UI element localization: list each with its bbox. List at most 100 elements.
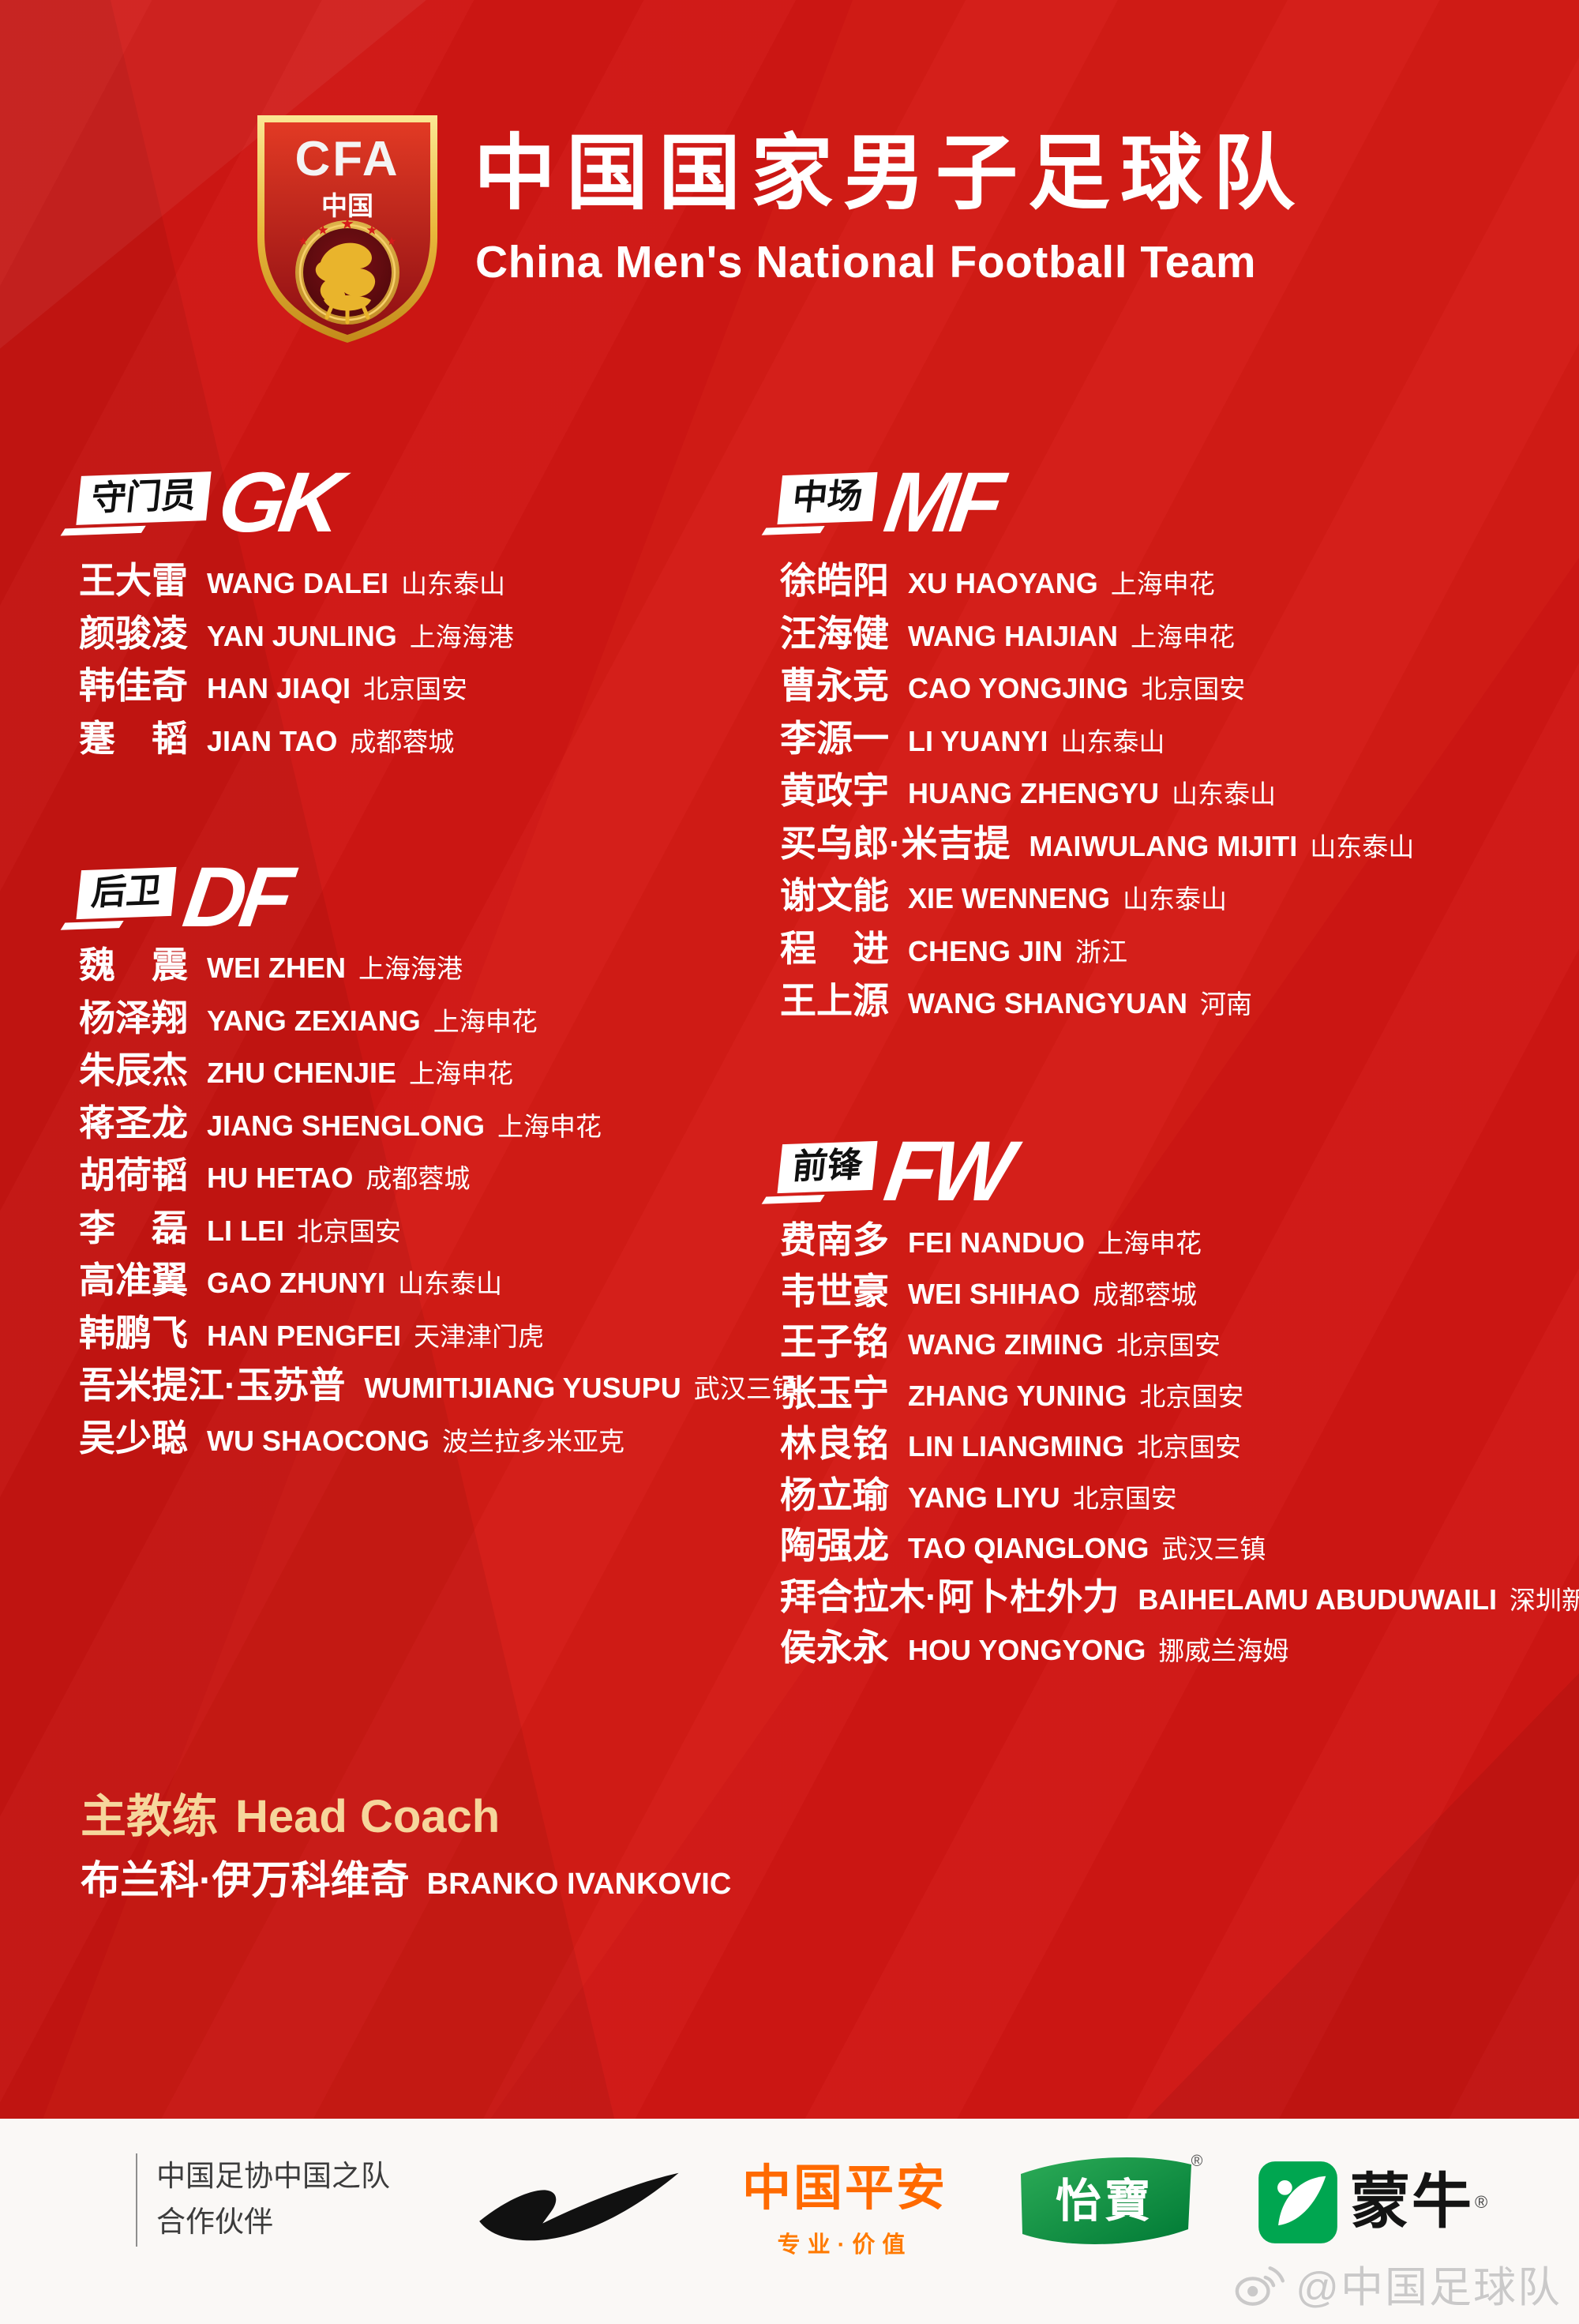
player-club: 武汉三镇	[693, 1374, 798, 1403]
player-name-en: YANG ZEXIANG	[207, 1004, 421, 1037]
section-header-fw: 前锋 FW	[777, 1123, 1014, 1218]
player-name-en: LIN LIANGMING	[908, 1430, 1124, 1462]
player-name-en: CHENG JIN	[908, 934, 1063, 967]
player-club: 山东泰山	[401, 569, 505, 599]
mf-player-list: 徐皓阳 XU HAOYANG 上海申花 汪海健 WANG HAIJIAN 上海申花 曹永…	[780, 554, 1414, 1027]
section-abbr: FW	[879, 1123, 1015, 1218]
weibo-watermark: @中国足球队	[1228, 2252, 1562, 2315]
player-name-cn: 侯永永	[780, 1627, 889, 1668]
partner-line2: 合作伙伴	[156, 2206, 273, 2238]
player-club: 北京国安	[1116, 1331, 1221, 1360]
head-coach-name: 布兰科·伊万科维奇 BRANKO IVANKOVIC	[81, 1860, 731, 1900]
player-name-en: CAO YONGJING	[908, 672, 1129, 704]
player-club: 成都蓉城	[350, 726, 455, 757]
player-name-en: JIAN TAO	[207, 724, 338, 757]
player-club: 北京国安	[297, 1216, 401, 1246]
player-row: 王子铭 WANG ZIMING 北京国安	[780, 1316, 1579, 1368]
player-row: 徐皓阳 XU HAOYANG 上海申花	[780, 554, 1414, 607]
section-abbr: MF	[879, 454, 1005, 550]
player-name-cn: 杨泽翔	[79, 997, 188, 1038]
player-row: 蹇 韬 JIAN TAO 成都蓉城	[79, 712, 514, 765]
player-name-en: HAN JIAQI	[207, 672, 351, 704]
player-club: 河南	[1200, 989, 1253, 1019]
player-name-cn: 吾米提江·玉苏普	[79, 1365, 346, 1406]
player-club: 山东泰山	[398, 1269, 503, 1298]
pingan-name: 中国平安	[741, 2161, 947, 2216]
player-name-en: LI YUANYI	[908, 724, 1048, 757]
player-row: 杨泽翔 YANG ZEXIANG 上海申花	[79, 992, 798, 1045]
player-name-cn: 魏 震	[79, 944, 188, 986]
head-coach-name-en: BRANKO IVANKOVIC	[426, 1868, 732, 1901]
player-name-cn: 买乌郎·米吉提	[780, 822, 1011, 864]
player-club: 浙江	[1075, 937, 1128, 967]
player-name-cn: 王上源	[780, 980, 889, 1021]
player-club: 上海申花	[1097, 1229, 1202, 1258]
player-name-en: XU HAOYANG	[908, 567, 1098, 599]
player-name-cn: 黄政宇	[780, 770, 889, 811]
logo-china-text: 中国	[321, 191, 373, 220]
player-row: 陶强龙 TAO QIANGLONG 武汉三镇	[780, 1520, 1579, 1571]
cestbon-name: 怡寶	[1056, 2176, 1153, 2227]
player-row: 吾米提江·玉苏普 WUMITIJIANG YUSUPU 武汉三镇	[79, 1359, 798, 1412]
player-row: 拜合拉木·阿卜杜外力 BAIHELAMU ABUDUWAILI 深圳新鹏城	[780, 1571, 1579, 1623]
player-name-cn: 高准翼	[79, 1260, 188, 1301]
df-player-list: 魏 震 WEI ZHEN 上海海港 杨泽翔 YANG ZEXIANG 上海申花 朱辰杰 Z…	[79, 939, 798, 1464]
player-club: 上海海港	[358, 954, 463, 983]
phoenix-emblem	[324, 295, 371, 311]
player-row: 胡荷韬 HU HETAO 成都蓉城	[79, 1149, 798, 1202]
player-name-en: WANG SHANGYUAN	[908, 987, 1188, 1019]
player-name-en: HOU YONGYONG	[908, 1634, 1146, 1666]
player-name-en: XIE WENNENG	[908, 882, 1111, 914]
player-name-cn: 徐皓阳	[780, 560, 889, 601]
player-name-cn: 王大雷	[79, 560, 188, 601]
player-name-cn: 王子铭	[780, 1321, 889, 1362]
divider	[136, 2153, 137, 2247]
star-icon: ★	[340, 216, 354, 233]
player-name-en: YANG LIYU	[908, 1481, 1060, 1514]
player-row: 王大雷 WANG DALEI 山东泰山	[79, 554, 514, 607]
player-club: 山东泰山	[1310, 832, 1415, 862]
player-name-en: TAO QIANGLONG	[908, 1532, 1150, 1564]
player-club: 山东泰山	[1172, 779, 1277, 809]
player-club: 挪威兰海姆	[1158, 1636, 1289, 1665]
player-name-en: WUMITIJIANG YUSUPU	[364, 1372, 681, 1404]
player-name-en: HUANG ZHENGYU	[908, 777, 1160, 809]
star-icon: ★	[387, 235, 397, 247]
player-name-en: WANG DALEI	[207, 567, 388, 599]
pingan-slogan: 专业·价值	[777, 2232, 913, 2258]
pingan-logo: 中国平安 专业·价值	[734, 2164, 955, 2259]
cestbon-logo-icon: 怡寶 ®	[1021, 2153, 1203, 2244]
player-club: 山东泰山	[1060, 726, 1165, 757]
player-club: 北京国安	[1141, 674, 1246, 704]
player-name-cn: 朱辰杰	[79, 1049, 188, 1091]
player-name-cn: 颜骏凌	[79, 612, 188, 654]
player-club: 北京国安	[1139, 1381, 1244, 1411]
sponsor-bar: 中国足协中国之队 合作伙伴 中国平安 专业·价值 怡寶 ®	[0, 2119, 1579, 2324]
player-club: 波兰拉多米亚克	[442, 1426, 624, 1456]
mengniu-icon	[1258, 2161, 1337, 2243]
player-row: 林良铭 LIN LIANGMING 北京国安	[780, 1418, 1579, 1470]
player-name-cn: 李源一	[780, 717, 889, 759]
player-club: 北京国安	[1072, 1483, 1177, 1513]
player-name-en: BAIHELAMU ABUDUWAILI	[1138, 1582, 1497, 1616]
player-name-cn: 吴少聪	[79, 1417, 188, 1459]
weibo-icon	[1235, 2266, 1285, 2306]
cfa-crest-icon: CFA 中国 ★ ★ ★ ★ ★	[257, 115, 437, 343]
player-row: 杨立瑜 YANG LIYU 北京国安	[780, 1470, 1579, 1521]
section-label-cn: 中场	[777, 471, 878, 525]
player-row: 汪海健 WANG HAIJIAN 上海申花	[780, 607, 1414, 660]
player-name-cn: 杨立瑜	[780, 1474, 889, 1515]
registered-mark: ®	[1191, 2153, 1203, 2170]
section-abbr: GK	[212, 454, 343, 550]
dragon-emblem	[315, 242, 376, 306]
player-name-en: WEI SHIHAO	[908, 1277, 1081, 1310]
player-name-cn: 胡荷韬	[79, 1154, 188, 1196]
player-name-en: JIANG SHENGLONG	[207, 1109, 486, 1142]
player-name-en: FEI NANDUO	[908, 1226, 1085, 1259]
section-header-df: 后卫 DF	[76, 849, 294, 944]
head-coach-title: 主教练 Head Coach	[81, 1794, 500, 1840]
player-name-en: ZHU CHENJIE	[207, 1057, 397, 1089]
mengniu-logo: 蒙牛 ®	[1257, 2160, 1487, 2245]
player-club: 上海申花	[1131, 621, 1236, 651]
player-row: 高准翼 GAO ZHUNYI 山东泰山	[79, 1254, 798, 1307]
